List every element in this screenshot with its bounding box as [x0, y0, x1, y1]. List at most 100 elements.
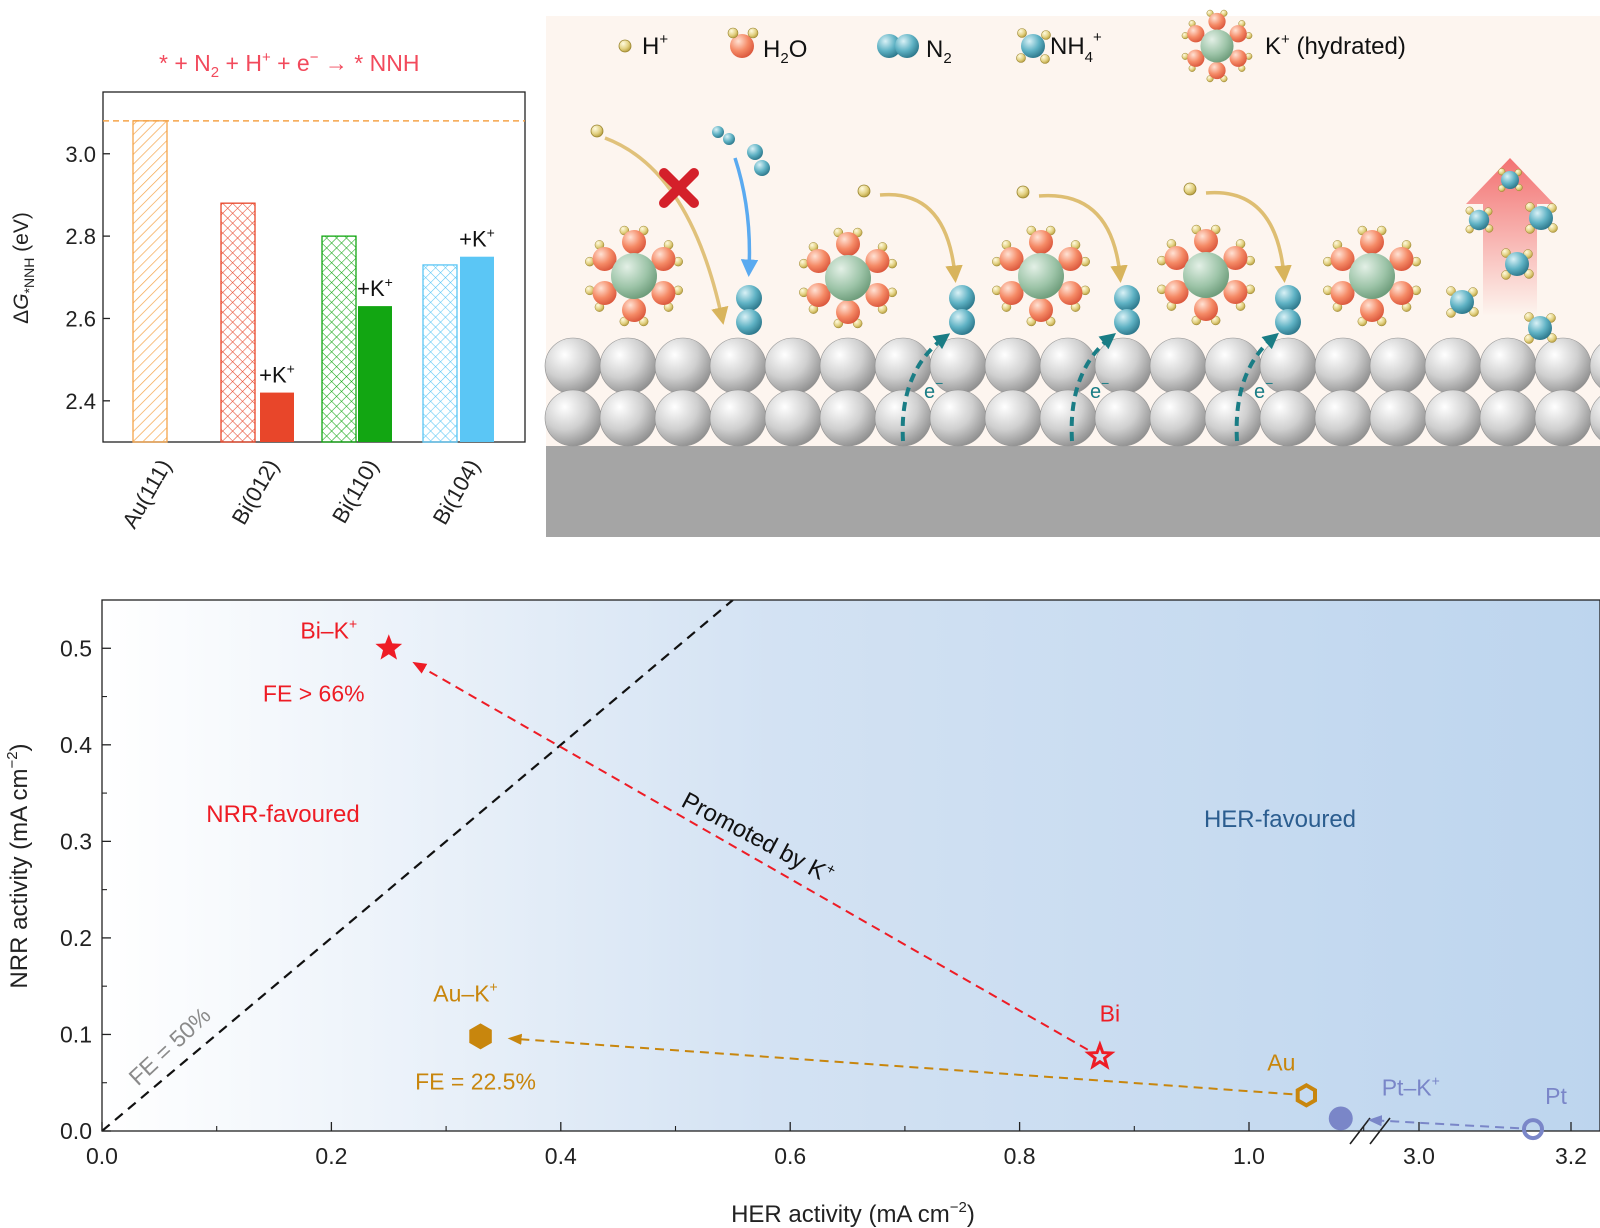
bar-y-ticks: 2.4 2.6 2.8 3.0 [65, 142, 110, 414]
electrode-atom [709, 337, 767, 395]
electrode-atom [1314, 389, 1372, 447]
electrode-atom [1589, 344, 1600, 388]
electrode-atom [1534, 337, 1592, 395]
proton-path-arrow [1205, 190, 1292, 283]
shift-arrows [412, 661, 1520, 1130]
label-ptk: Pt–K+ [1382, 1072, 1440, 1100]
her-favoured-label: HER-favoured [1204, 806, 1356, 833]
electrode-atom [1369, 337, 1427, 395]
electrode-atom [819, 389, 877, 447]
label-au: Au [1267, 1049, 1295, 1075]
electron-label: e− [1090, 375, 1109, 403]
water-legend-icon [727, 27, 759, 58]
k-promoted-label: +K+ [259, 361, 295, 388]
scatter-plot-frame [101, 599, 1600, 1132]
bar-bi012-k [260, 392, 294, 442]
ammonium-molecules [1446, 168, 1558, 344]
electrode-atom [1314, 337, 1372, 395]
scatter-y-tick-label: 0.5 [60, 635, 92, 661]
scatter-point-labels: Bi–K+ Bi Au–K+ Au Pt–K+ Pt FE > 66% FE = 22.5% [263, 615, 1568, 1109]
proton-path-arrow [879, 192, 963, 283]
legend-nitrogen: N2 [926, 36, 952, 67]
bar-x-categories: Au(111) Bi(012) Bi(110) Bi(104) [117, 455, 485, 532]
scatter-plot-background [102, 600, 1600, 1131]
scatter-x-tick-label: 3.2 [1555, 1143, 1587, 1169]
electrode-atom [1369, 389, 1427, 447]
label-pt: Pt [1545, 1083, 1567, 1109]
schematic-panel: H+ H2O N2 NH4+ K+ (hydrated) [544, 9, 1600, 537]
electrode-atom [1204, 389, 1262, 447]
electrode-atom [984, 337, 1042, 395]
electrode-atom [1149, 389, 1207, 447]
ammonium-legend-icon [1016, 28, 1051, 64]
ammonium-molecule [1525, 202, 1558, 234]
electrode-substrate [546, 446, 1600, 537]
scatter-points [375, 634, 1544, 1141]
scatter-y-tick-label: 0.3 [60, 828, 92, 854]
bar-bi110-k [358, 306, 392, 442]
blocked-cross-icon [659, 168, 699, 208]
bar-y-tick-label: 3.0 [65, 142, 96, 167]
scatter-x-tick-label: 0.2 [315, 1143, 347, 1169]
bar-bi012-bare [220, 202, 256, 443]
axis-break-icon [1349, 1117, 1391, 1145]
pt-shift-arrow [1367, 1115, 1520, 1130]
hydrated-k-ion [992, 225, 1090, 327]
bar-au111-bare [132, 120, 168, 443]
electron-label: e− [1254, 375, 1273, 403]
hydrated-k-ion [1181, 9, 1253, 83]
hydrated-k-ion [585, 225, 683, 327]
proton [590, 124, 604, 138]
fe-50-percent-line [102, 600, 734, 1131]
adsorbed-nitrogen [736, 285, 1301, 335]
hydrated-k-ion [1323, 225, 1421, 327]
electrode-atom [764, 337, 822, 395]
legend-hydrated-k: K+ (hydrated) [1265, 31, 1406, 60]
scatter-x-tick-label: 3.0 [1403, 1143, 1435, 1169]
point-bi [1084, 1040, 1116, 1070]
nrr-favoured-label: NRR-favoured [206, 801, 359, 828]
electron-label: e− [924, 375, 943, 403]
bar-bi104-bare [422, 264, 458, 443]
bar-k-labels: +K+ +K+ +K+ [259, 225, 495, 388]
proton-path-arrow [604, 136, 729, 325]
point-bik [375, 634, 403, 660]
legend-water: H2O [763, 36, 807, 67]
electrode-atom [1424, 337, 1482, 395]
label-auk: Au–K+ [433, 978, 497, 1006]
electrode-atom [544, 337, 602, 395]
nitrogen-legend-icon [877, 34, 919, 58]
scatter-x-tick-label: 1.0 [1233, 1143, 1265, 1169]
proton [1183, 182, 1197, 196]
bar-bi104-k [460, 256, 494, 442]
scatter-x-ticks: 0.0 0.2 0.4 0.6 0.8 1.0 3.0 3.2 [86, 1122, 1587, 1169]
electron-transfer-arrow [1234, 332, 1279, 442]
point-auk [469, 1023, 492, 1050]
bar-category-label: Au(111) [117, 455, 176, 532]
label-bik: Bi–K+ [300, 615, 357, 643]
proton [1016, 185, 1030, 199]
hydrated-k-ion [1157, 224, 1255, 326]
bar-category-label: Bi(012) [227, 455, 284, 529]
electrode-atom [654, 389, 712, 447]
electrode-atom [654, 337, 712, 395]
scatter-y-tick-label: 0.4 [60, 732, 92, 758]
point-pt [1522, 1118, 1544, 1141]
fe-au-k-label: FE = 22.5% [415, 1068, 536, 1094]
electrode-atom [709, 389, 767, 447]
scatter-x-tick-label: 0.6 [774, 1143, 806, 1169]
adsorbed-n2-molecule [949, 285, 975, 335]
electrode-atom [1039, 389, 1097, 447]
electron-transfer-arrow [900, 333, 951, 442]
ammonium-molecule [1446, 286, 1479, 318]
scatter-x-tick-label: 0.4 [545, 1143, 577, 1169]
electrode-atoms [544, 337, 1600, 447]
adsorbed-n2-molecule [1275, 285, 1301, 335]
electron-transfer-arrow [1069, 333, 1117, 442]
hydrated-k-legend-icon [1181, 9, 1253, 83]
electrode-atom [984, 389, 1042, 447]
electrode-atom [1424, 389, 1482, 447]
legend-proton: H+ [642, 31, 668, 60]
ammonium-molecule [1524, 312, 1557, 344]
